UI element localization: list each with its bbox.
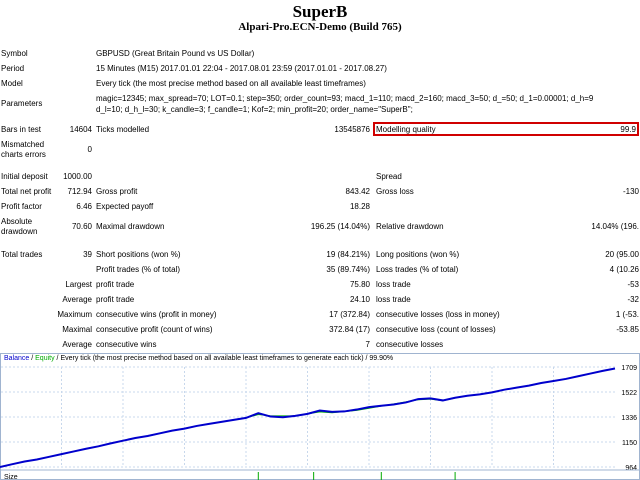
legend-sep: / — [29, 355, 36, 362]
abs-drawdown-label-2: drawdown — [1, 227, 38, 236]
parameters-label: Parameters — [1, 99, 43, 108]
max-consec-losses-label: consecutive losses (loss in money) — [376, 310, 500, 319]
net-profit-label: Total net profit — [1, 187, 52, 196]
expected-payoff-label: Expected payoff — [96, 202, 154, 211]
average-label: Average — [62, 295, 92, 304]
long-positions-value: 20 (95.00 — [605, 250, 639, 259]
short-positions-label: Short positions (won %) — [96, 250, 181, 259]
profit-factor-label: Profit factor — [1, 202, 42, 211]
largest-label: Largest — [65, 280, 92, 289]
x-size-label: Size — [4, 474, 18, 480]
max-drawdown-label: Maximal drawdown — [96, 222, 165, 231]
total-trades-value: 39 — [83, 250, 92, 259]
avg-consec-wins-value: 7 — [365, 340, 370, 349]
ticks-label: Ticks modelled — [96, 125, 150, 134]
profit-trades-value: 35 (89.74%) — [326, 265, 370, 274]
average-profit-value: 24.10 — [349, 295, 370, 304]
loss-trades-value: 4 (10.26 — [609, 265, 639, 274]
average-consec-label: Average — [62, 340, 92, 349]
balance-line — [0, 367, 616, 468]
expected-payoff-value: 18.28 — [349, 202, 370, 211]
balance-equity-chart: 1709 1522 1336 1150 964 Size — [0, 353, 640, 480]
abs-drawdown-label-1: Absolute — [1, 217, 33, 226]
max-consec-losses-value: 1 (-53. — [615, 310, 639, 319]
chart-legend: Balance / Equity / Every tick (the most … — [4, 355, 393, 362]
model-label: Model — [1, 79, 23, 88]
largest-loss-trade-label: loss trade — [376, 280, 411, 289]
spread-label: Spread — [376, 172, 402, 181]
maximum-label: Maximum — [57, 310, 92, 319]
largest-profit-value: 75.80 — [349, 280, 370, 289]
max-consec-wins-value: 17 (372.84) — [329, 310, 370, 319]
y-tick-label: 1336 — [621, 415, 637, 422]
y-tick-label: 1522 — [621, 390, 637, 397]
legend-balance: Balance — [4, 355, 30, 362]
report-title: SuperB — [292, 2, 348, 21]
y-tick-label: 964 — [625, 465, 637, 472]
maximal-consec-loss-label: consecutive loss (count of losses) — [376, 325, 496, 334]
parameters-line-1: magic=12345; max_spread=70; LOT=0.1; ste… — [96, 94, 594, 103]
avg-consec-wins-label: consecutive wins — [96, 340, 157, 349]
quality-value: 99.9 — [620, 125, 636, 134]
period-value: 15 Minutes (M15) 2017.01.01 22:04 - 2017… — [96, 64, 387, 73]
total-trades-label: Total trades — [1, 250, 43, 259]
average-loss-value: -32 — [627, 295, 639, 304]
maximal-consec-profit-label: consecutive profit (count of wins) — [96, 325, 213, 334]
gross-loss-label: Gross loss — [376, 187, 414, 196]
rel-drawdown-label: Relative drawdown — [376, 222, 444, 231]
legend-equity: Equity — [35, 355, 55, 362]
maximal-label: Maximal — [62, 325, 92, 334]
maximal-consec-loss-value: -53.85 — [616, 325, 639, 334]
symbol-value: GBPUSD (Great Britain Pound vs US Dollar… — [96, 49, 255, 58]
model-value: Every tick (the most precise method base… — [96, 79, 366, 88]
parameters-line-2: d_l=10; d_h_l=30; k_candle=3; f_candle=1… — [96, 105, 413, 114]
avg-consec-losses-label: consecutive losses — [376, 340, 444, 349]
long-positions-label: Long positions (won %) — [376, 250, 460, 259]
rel-drawdown-value: 14.04% (196. — [591, 222, 639, 231]
mismatched-label-1: Mismatched — [1, 140, 45, 149]
profit-trades-label: Profit trades (% of total) — [96, 265, 181, 274]
largest-loss-value: -53 — [627, 280, 639, 289]
maximal-consec-profit-value: 372.84 (17) — [329, 325, 370, 334]
loss-trades-label: Loss trades (% of total) — [376, 265, 459, 274]
bars-value: 14604 — [69, 125, 92, 134]
largest-profit-trade-label: profit trade — [96, 280, 135, 289]
modelling-quality-box — [373, 122, 639, 136]
ticks-value: 13545876 — [334, 125, 370, 134]
quality-label: Modelling quality — [376, 125, 436, 134]
period-label: Period — [1, 64, 25, 73]
y-tick-label: 1709 — [621, 365, 637, 372]
initial-deposit-label: Initial deposit — [1, 172, 48, 181]
bars-label: Bars in test — [1, 125, 42, 134]
gross-profit-label: Gross profit — [96, 187, 138, 196]
mismatched-value: 0 — [87, 145, 92, 154]
max-drawdown-value: 196.25 (14.04%) — [310, 222, 370, 231]
average-loss-trade-label: loss trade — [376, 295, 411, 304]
legend-rest: / Every tick (the most precise method ba… — [54, 355, 394, 362]
gross-profit-value: 843.42 — [345, 187, 370, 196]
short-positions-value: 19 (84.21%) — [326, 250, 370, 259]
initial-deposit-value: 1000.00 — [63, 172, 92, 181]
average-profit-trade-label: profit trade — [96, 295, 135, 304]
max-consec-wins-label: consecutive wins (profit in money) — [96, 310, 217, 319]
chart-frame — [0, 353, 640, 480]
gross-loss-value: -130 — [622, 187, 639, 196]
mismatched-label-2: charts errors — [1, 150, 46, 159]
net-profit-value: 712.94 — [67, 187, 92, 196]
symbol-label: Symbol — [1, 49, 28, 58]
y-tick-label: 1150 — [622, 440, 637, 447]
abs-drawdown-value: 70.60 — [71, 222, 92, 231]
profit-factor-value: 6.46 — [76, 202, 92, 211]
report-subtitle: Alpari-Pro.ECN-Demo (Build 765) — [238, 21, 402, 33]
